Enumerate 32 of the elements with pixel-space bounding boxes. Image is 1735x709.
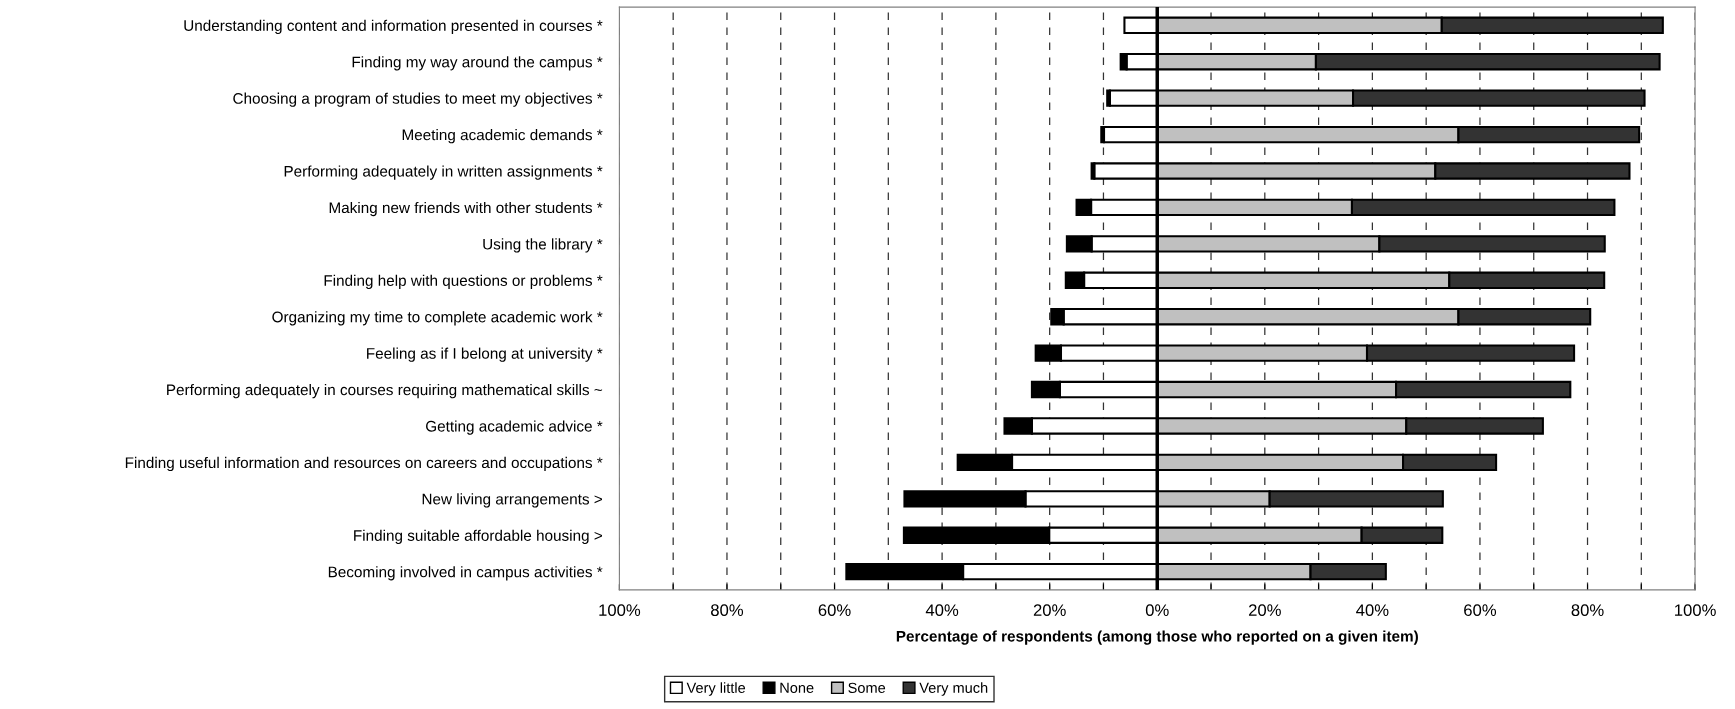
y-tick-label: Finding help with questions or problems *: [324, 274, 603, 289]
x-axis-title: Percentage of respondents (among those who reported on a given item): [896, 630, 1418, 645]
y-tick-label: Choosing a program of studies to meet my objectives *: [233, 92, 603, 107]
y-tick-label: Meeting academic demands *: [402, 129, 603, 144]
y-tick-label: Finding my way around the campus *: [352, 56, 603, 71]
legend-label: Some: [848, 682, 886, 693]
y-tick-label: Performing adequately in courses requiring mathematical skills ~: [167, 384, 603, 399]
legend-label: Very little: [686, 682, 746, 696]
y-tick-label: New living arrangements >: [422, 493, 602, 508]
y-tick-label: Feeling as if I belong at university *: [367, 347, 603, 362]
y-tick-label: Using the library *: [483, 238, 603, 253]
x-tick-label: 40%: [1356, 604, 1389, 617]
legend-label: Very much: [919, 682, 988, 696]
x-tick-label: 80%: [1571, 604, 1604, 617]
legend-label: None: [780, 682, 814, 693]
y-tick-label: Organizing my time to complete academic work *: [272, 311, 603, 326]
y-tick-label: Understanding content and information presented in courses *: [184, 19, 603, 35]
x-tick-label: 40%: [925, 604, 959, 617]
x-tick-label: 20%: [1248, 604, 1281, 617]
x-tick-label: 20%: [1033, 604, 1066, 617]
x-tick-label: 60%: [818, 604, 851, 617]
y-tick-label: Performing adequately in written assignments *: [284, 165, 603, 180]
y-tick-label: Finding useful information and resources on careers and occupations *: [125, 456, 603, 472]
y-tick-label: Becoming involved in campus activities *: [328, 566, 603, 581]
y-tick-label: Getting academic advice *: [426, 420, 603, 435]
x-tick-label: 60%: [1464, 604, 1497, 617]
x-tick-label: 0%: [1145, 604, 1169, 617]
y-tick-label: Making new friends with other students *: [329, 201, 603, 217]
x-tick-label: 100%: [1675, 604, 1716, 617]
x-tick-label: 80%: [711, 604, 744, 617]
y-tick-label: Finding suitable affordable housing >: [354, 529, 602, 544]
x-tick-label: 100%: [599, 604, 641, 617]
